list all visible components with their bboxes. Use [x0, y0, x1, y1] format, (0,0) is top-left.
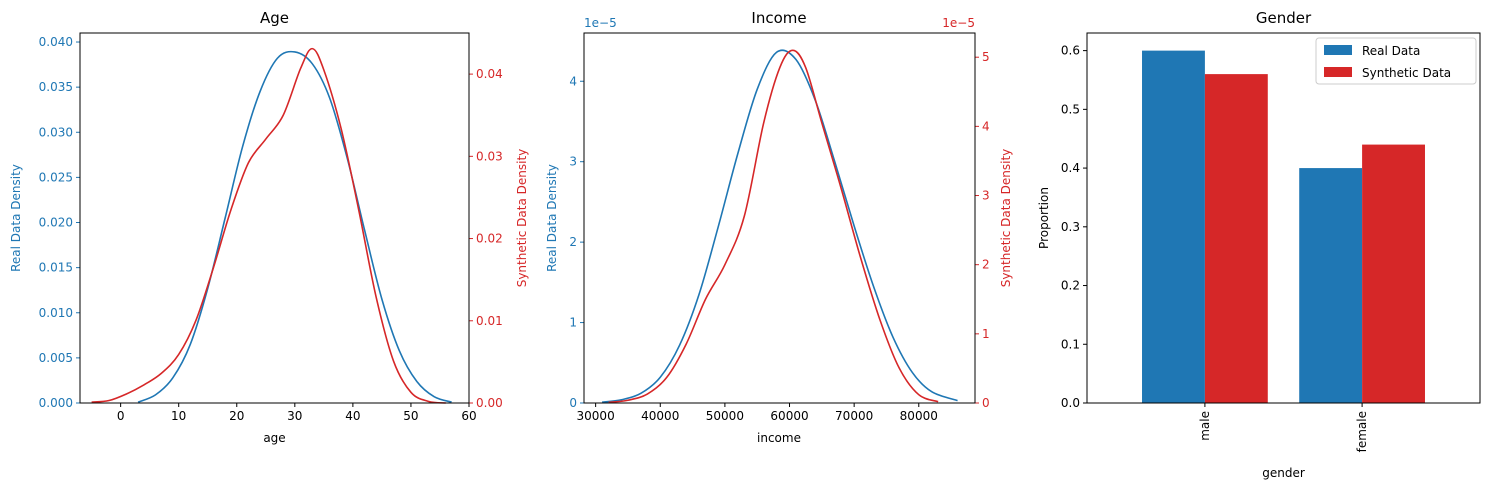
income-right-tick-label: 4 [982, 119, 990, 133]
income-x-tick-label: 80000 [900, 409, 938, 423]
age-left-tick-label: 0.015 [39, 261, 73, 275]
income-right-tick-label: 2 [982, 258, 990, 272]
gender-y-axis-label: Proportion [1037, 187, 1051, 249]
age-right-tick-label: 0.04 [476, 67, 503, 81]
income-left-tick-label: 0 [569, 396, 577, 410]
age-x-tick-label: 10 [171, 409, 186, 423]
age-synthetic-density-line [91, 47, 446, 404]
income-right-tick-label: 1 [982, 327, 990, 341]
age-left-tick-label: 0.025 [39, 170, 73, 184]
age-chart-title: Age [260, 9, 289, 27]
age-right-tick-label: 0.01 [476, 314, 503, 328]
age-density-chart: Age age Real Data Density Synthetic Data… [9, 9, 529, 445]
income-density-chart: Income income Real Data Density Syntheti… [545, 9, 1013, 445]
age-axes-frame [79, 32, 470, 404]
age-x-tick-label: 0 [117, 409, 125, 423]
income-right-tick-label: 5 [982, 50, 990, 64]
income-right-tick-label: 0 [982, 396, 990, 410]
legend-label-synthetic: Synthetic Data [1362, 66, 1451, 80]
income-real-density-line [601, 49, 958, 403]
age-ticks: 0 10 20 30 40 50 60 0.000 0.005 0.010 0.015 0.020 0.… [39, 35, 503, 423]
legend-box [1315, 37, 1477, 85]
legend-swatch-synthetic [1324, 67, 1352, 77]
income-x-tick-label: 30000 [577, 409, 615, 423]
age-left-tick-label: 0.005 [39, 351, 73, 365]
age-x-tick-label: 30 [287, 409, 302, 423]
gender-x-tick-label: female [1355, 411, 1369, 452]
age-left-tick-label: 0.010 [39, 306, 73, 320]
income-x-tick-label: 50000 [706, 409, 744, 423]
gender-plot-area [1142, 50, 1425, 404]
income-left-axis-label: Real Data Density [545, 164, 559, 272]
gender-legend: Real Data Synthetic Data [1315, 37, 1477, 85]
income-left-tick-label: 1 [569, 316, 577, 330]
income-synthetic-density-line [608, 49, 939, 404]
income-x-axis-label: income [757, 431, 801, 445]
income-right-multiplier: 1e−5 [942, 16, 975, 30]
gender-y-tick-label: 0.5 [1061, 102, 1080, 116]
gender-y-tick-label: 0.3 [1061, 220, 1080, 234]
income-ticks: 30000 40000 50000 60000 70000 80000 0 1 2 3 4 0 1 2 3 4… [569, 50, 989, 423]
age-right-tick-label: 0.02 [476, 232, 503, 246]
age-left-tick-label: 0.035 [39, 80, 73, 94]
gender-ticks: 0.0 0.1 0.2 0.3 0.4 0.5 0.6 male female [1061, 44, 1369, 453]
gender-y-tick-label: 0.6 [1061, 44, 1080, 58]
income-left-multiplier: 1e−5 [584, 16, 617, 30]
income-left-tick-label: 3 [569, 155, 577, 169]
gender-axes-frame [1086, 32, 1481, 404]
gender-x-axis-label: gender [1262, 466, 1305, 480]
bar-male-real [1142, 50, 1205, 403]
age-left-tick-label: 0.030 [39, 125, 73, 139]
age-right-axis-label: Synthetic Data Density [515, 149, 529, 288]
age-x-tick-label: 40 [345, 409, 360, 423]
gender-y-tick-label: 0.1 [1061, 337, 1080, 351]
income-right-tick-label: 3 [982, 189, 990, 203]
bar-male-synthetic [1204, 74, 1268, 403]
age-plot-area [91, 47, 452, 404]
gender-y-tick-label: 0.4 [1061, 161, 1080, 175]
income-left-tick-label: 4 [569, 74, 577, 88]
legend-swatch-real [1324, 45, 1352, 55]
age-x-tick-label: 20 [229, 409, 244, 423]
income-left-tick-label: 2 [569, 235, 577, 249]
age-x-axis-label: age [263, 431, 285, 445]
legend-label-real: Real Data [1362, 44, 1420, 58]
gender-bar-chart: Gender gender Proportion 0.0 0.1 0.2 0.3 0.4… [1037, 9, 1481, 480]
income-x-tick-label: 40000 [641, 409, 679, 423]
income-x-tick-label: 70000 [835, 409, 873, 423]
age-x-tick-label: 50 [403, 409, 418, 423]
age-real-density-line [137, 50, 452, 403]
income-x-tick-label: 60000 [770, 409, 808, 423]
gender-chart-title: Gender [1256, 9, 1312, 27]
bar-female-real [1299, 168, 1363, 403]
age-right-tick-label: 0.00 [476, 396, 503, 410]
income-axes-frame [583, 32, 976, 404]
bar-female-synthetic [1362, 144, 1425, 404]
income-right-axis-label: Synthetic Data Density [999, 149, 1013, 288]
age-left-tick-label: 0.020 [39, 216, 73, 230]
gender-x-tick-label: male [1198, 411, 1212, 441]
age-x-tick-label: 60 [461, 409, 476, 423]
income-chart-title: Income [751, 9, 806, 27]
age-right-tick-label: 0.03 [476, 149, 503, 163]
age-left-tick-label: 0.040 [39, 35, 73, 49]
age-left-axis-label: Real Data Density [9, 164, 23, 272]
income-plot-area [601, 49, 958, 404]
age-left-tick-label: 0.000 [39, 396, 73, 410]
gender-y-tick-label: 0.2 [1061, 279, 1080, 293]
gender-y-tick-label: 0.0 [1061, 396, 1080, 410]
